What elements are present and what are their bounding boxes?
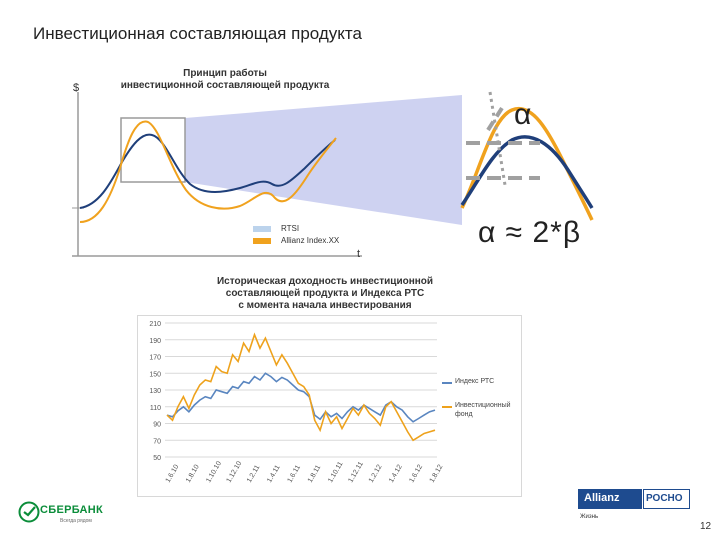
- concept-title-line2: инвестиционной составляющей продукта: [120, 80, 330, 91]
- formula: α ≈ 2*β: [478, 216, 582, 249]
- y-tick-label: 110: [150, 405, 161, 412]
- rosno-name: РОСНО: [646, 493, 683, 504]
- allianz-logo: [578, 489, 642, 509]
- rosno-logo: [643, 489, 690, 509]
- x-tick-label: 1.4.11: [266, 464, 282, 484]
- zoom-dash-3: [488, 91, 507, 186]
- history-title-line1: Историческая доходность инвестиционной: [216, 276, 434, 287]
- page-number: 12: [700, 521, 712, 532]
- sberbank-name: СБЕРБАНК: [40, 504, 104, 516]
- concept-diagram: [72, 91, 594, 257]
- x-tick-label: 1.2.11: [246, 464, 262, 484]
- zoom-source-box: [120, 117, 186, 183]
- x-tick-label: 1.8.11: [307, 464, 323, 484]
- legend-swatch-rtsi: [253, 226, 271, 232]
- concept-title-line1: Принцип работы: [183, 68, 267, 79]
- allianz-subline: Жизнь: [580, 514, 599, 520]
- x-tick-label: 1.6.11: [287, 464, 303, 484]
- alpha-symbol: α: [514, 98, 532, 131]
- y-tick-label: 90: [153, 422, 161, 429]
- x-tick-label: 1.6.10: [165, 464, 181, 484]
- y-tick-label: 150: [149, 371, 161, 378]
- zoom-projection: [185, 95, 462, 225]
- legend-swatch-allianz: [253, 238, 271, 244]
- zoom-allianz-curve: [460, 106, 594, 221]
- history-legend-fund: Инвестиционный фонд: [455, 402, 511, 418]
- x-tick-label: 1.8.10: [185, 464, 201, 484]
- zoom-rtsi-curve: [460, 135, 594, 209]
- x-tick-label: 1.2.12: [368, 464, 384, 484]
- x-tick-label: 1.6.12: [408, 464, 424, 484]
- y-tick-label: 50: [153, 455, 161, 462]
- history-chart-frame: [137, 315, 522, 497]
- x-tick-label: 1.12.11: [347, 461, 365, 484]
- y-tick-label: 210: [149, 321, 161, 328]
- concept-y-axis-symbol: $: [73, 82, 80, 94]
- y-tick-label: 170: [149, 355, 161, 362]
- history-legend-rts: Индекс РТС: [455, 378, 495, 385]
- zoom-dash-4: [486, 106, 504, 132]
- y-tick-label: 130: [149, 388, 161, 395]
- legend-label-allianz: Allianz Index.XX: [281, 236, 340, 245]
- x-tick-label: 1.12.10: [226, 460, 244, 484]
- concept-title: Принцип работы инвестиционной составляющ…: [110, 68, 340, 92]
- x-tick-label: 1.10.11: [327, 461, 345, 484]
- history-title: Историческая доходность инвестиционной с…: [175, 276, 475, 312]
- history-title-line3: с момента начала инвестирования: [238, 300, 412, 311]
- concept-x-axis-symbol: t: [357, 248, 361, 260]
- concept-allianz-curve: [79, 120, 337, 223]
- x-tick-label: 1.10.10: [205, 460, 223, 484]
- x-tick-label: 1.4.12: [388, 464, 404, 484]
- slide-title: Инвестиционная составляющая продукта: [33, 24, 362, 43]
- x-tick-label: 1.8.12: [429, 464, 445, 484]
- allianz-name: Allianz: [584, 492, 620, 504]
- history-title-line2: составляющей продукта и Индекса РТС: [225, 288, 425, 299]
- zoom-panel: [462, 95, 592, 225]
- sberbank-logo-icon: [18, 501, 40, 523]
- y-tick-label: 70: [153, 438, 161, 445]
- y-tick-label: 190: [149, 338, 161, 345]
- legend-label-rtsi: RTSI: [281, 224, 300, 233]
- sberbank-tagline: Всегда рядом: [60, 518, 92, 524]
- series-line-fund: [166, 332, 436, 442]
